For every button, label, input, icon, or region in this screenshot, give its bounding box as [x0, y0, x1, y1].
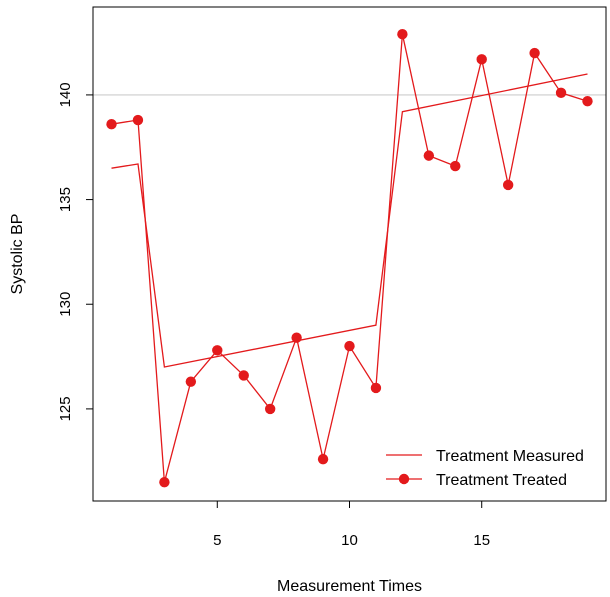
x-tick-label: 10 [341, 532, 358, 549]
x-tick-label: 5 [213, 532, 221, 549]
legend: Treatment Measured Treatment Treated [386, 448, 584, 489]
data-point [317, 453, 329, 465]
data-point [185, 376, 197, 387]
data-point [212, 345, 223, 356]
data-point [502, 179, 514, 191]
legend-swatch-treated-point [398, 473, 410, 485]
data-point [264, 403, 276, 415]
y-tick-label: 135 [57, 187, 74, 212]
data-point [555, 87, 567, 99]
legend-label-measured: Treatment Measured [436, 448, 584, 465]
x-tick-label: 15 [473, 532, 490, 549]
y-tick-label: 130 [57, 292, 74, 317]
data-point [529, 47, 540, 59]
series-line-0 [111, 73, 588, 368]
series-line-1 [111, 34, 588, 483]
y-tick-label: 140 [57, 82, 74, 107]
data-point [132, 114, 144, 126]
x-axis-title: Measurement Times [277, 578, 422, 595]
data-point [238, 370, 249, 381]
data-point [106, 119, 117, 130]
data-point [476, 54, 487, 65]
data-point [423, 150, 435, 161]
data-point [582, 95, 593, 107]
legend-label-treated: Treatment Treated [436, 472, 567, 489]
y-tick-label: 125 [57, 396, 74, 421]
data-point [370, 382, 382, 394]
data-point [344, 340, 355, 352]
data-point [397, 29, 408, 40]
data-point [291, 332, 302, 343]
y-axis-title: Systolic BP [9, 214, 26, 295]
data-point [450, 160, 461, 172]
data-point [159, 476, 170, 488]
